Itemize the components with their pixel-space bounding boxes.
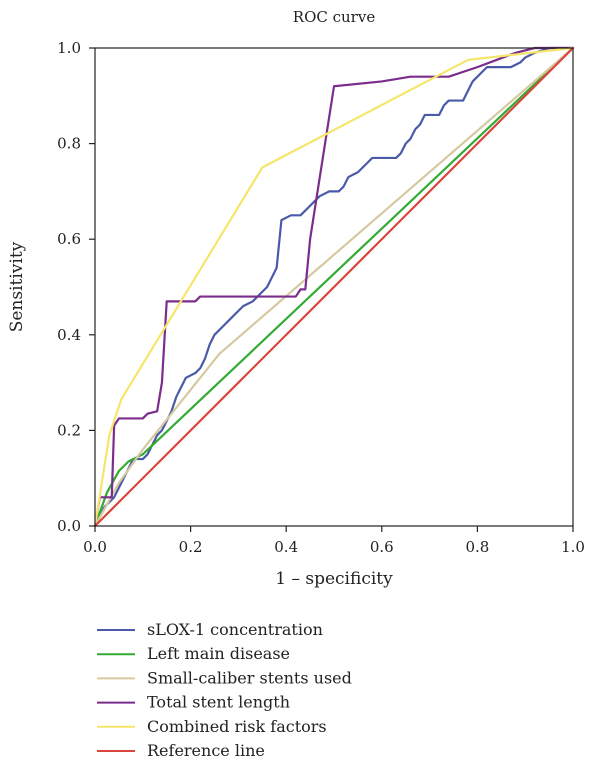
x-tick-label: 1.0 [561,538,585,556]
legend-label: sLOX-1 concentration [147,620,323,639]
legend-label: Small-caliber stents used [147,668,352,687]
chart-title: ROC curve [293,8,376,26]
legend-item: Combined risk factors [97,717,327,736]
plot-frame [94,47,574,527]
legend: sLOX-1 concentration Left main disease Sma… [97,620,352,760]
series-line-slox-1-concentration [93,46,575,528]
y-tick-label: 1.0 [57,39,81,57]
legend-item: Total stent length [97,693,290,712]
x-tick-label: 0.0 [83,538,107,556]
x-tick-label: 0.8 [465,538,489,556]
legend-label: Left main disease [147,644,290,663]
legend-item: Small-caliber stents used [97,668,352,687]
legend-label: Total stent length [147,693,290,712]
legend-label: Combined risk factors [147,717,327,736]
y-tick-label: 0.4 [57,326,81,344]
x-tick-label: 0.2 [179,538,203,556]
series-line-total-stent-length [93,46,575,528]
series-line-combined-risk-factors [93,46,575,528]
legend-item: sLOX-1 concentration [97,620,323,639]
legend-item: Left main disease [97,644,290,663]
x-axis-ticks: 0.0 0.2 0.4 0.6 0.8 1.0 [83,526,585,556]
x-tick-label: 0.6 [370,538,394,556]
x-axis-title: 1 – specificity [275,569,393,589]
y-tick-label: 0.0 [57,517,81,535]
y-tick-label: 0.8 [57,135,81,153]
y-axis-title: Sensitivity [7,241,27,332]
legend-item: Reference line [97,741,265,760]
y-tick-label: 0.6 [57,230,81,248]
series-line-left-main-disease [93,46,575,528]
x-tick-label: 0.4 [274,538,298,556]
y-axis-ticks: 0.0 0.2 0.4 0.6 0.8 1.0 [57,39,95,535]
y-tick-label: 0.2 [57,421,81,439]
series-line-reference-line [93,46,575,528]
legend-label: Reference line [147,741,265,760]
series-layer [93,46,575,528]
